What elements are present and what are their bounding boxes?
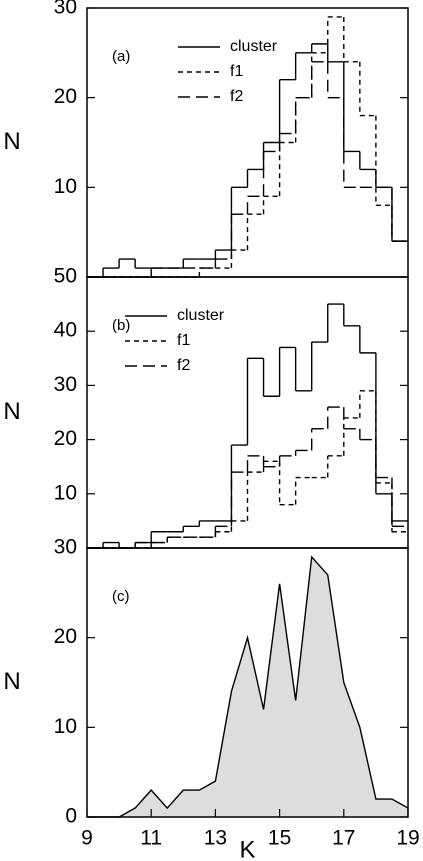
legend-label: cluster (177, 307, 225, 324)
y-tick-label: 0 (65, 805, 77, 828)
y-tick-label: 10 (54, 715, 77, 738)
legend-label: f2 (230, 88, 243, 105)
y-axis-label: N (3, 398, 20, 425)
x-tick-label: 13 (204, 827, 227, 850)
y-tick-label: 20 (54, 625, 77, 648)
x-tick-label: 11 (140, 827, 162, 850)
panel-label: (b) (112, 317, 130, 334)
panel-label: (c) (112, 588, 130, 605)
x-tick-label: 19 (396, 827, 419, 850)
y-tick-label: 30 (54, 536, 77, 559)
y-tick-label: 10 (54, 481, 77, 504)
legend-label: f2 (177, 357, 190, 374)
y-tick-label: 10 (54, 175, 77, 198)
y-tick-label: 40 (54, 319, 77, 342)
y-tick-label: 50 (54, 265, 77, 288)
x-axis-label: K (239, 836, 255, 861)
legend-label: cluster (230, 38, 278, 55)
y-tick-label: 30 (54, 0, 77, 19)
x-tick-label: 15 (268, 827, 291, 850)
x-tick-label: 9 (81, 827, 93, 850)
legend-label: f1 (177, 332, 190, 349)
y-axis-label: N (3, 668, 20, 695)
legend-label: f1 (230, 63, 243, 80)
panel-label: (a) (112, 48, 130, 65)
area-fill (87, 556, 408, 817)
plot-frame (86, 547, 409, 818)
y-tick-label: 20 (54, 85, 77, 108)
area-line (87, 555, 409, 818)
x-tick-label: 17 (332, 827, 355, 850)
y-tick-label: 20 (54, 427, 77, 450)
y-axis-label: N (3, 128, 20, 155)
y-tick-label: 30 (54, 373, 77, 396)
